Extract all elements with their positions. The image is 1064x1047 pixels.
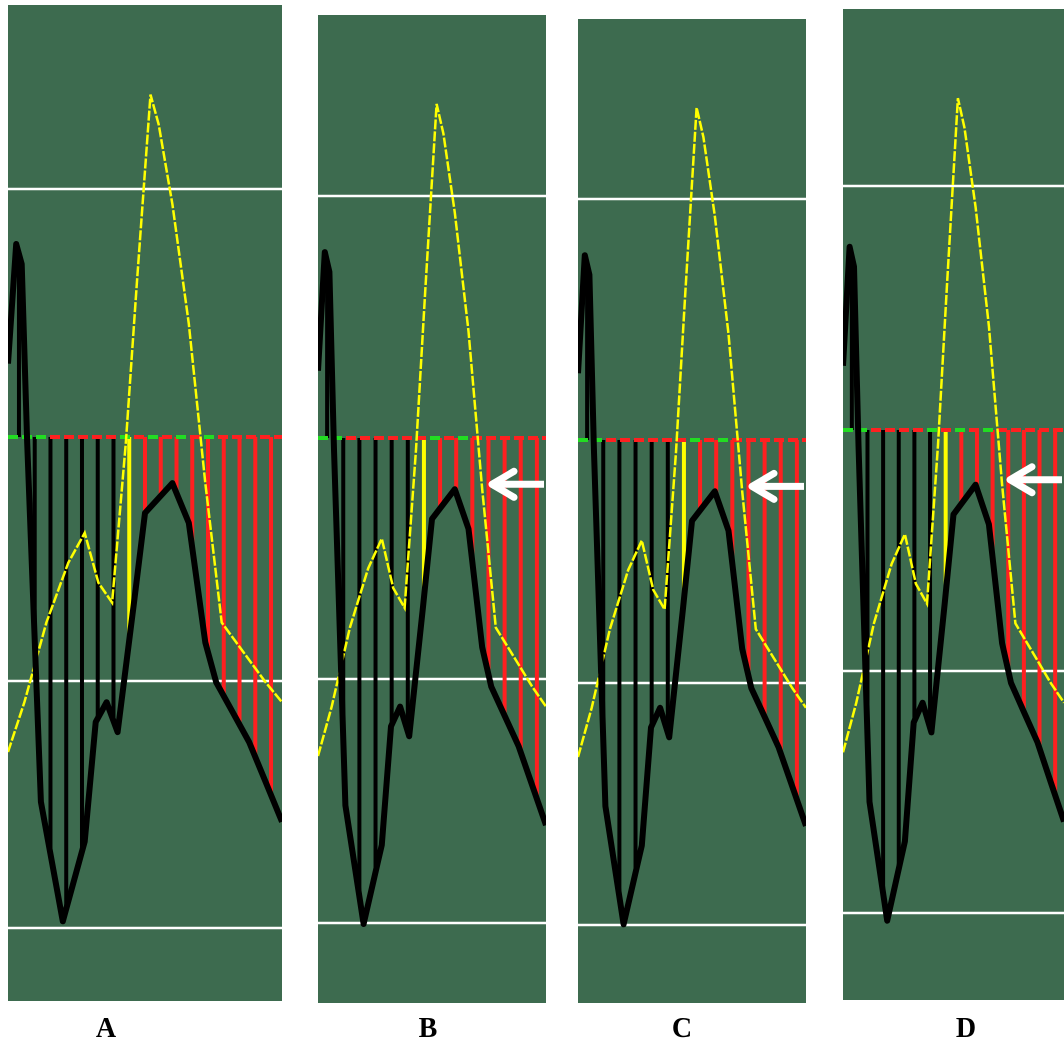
yellow-trace bbox=[843, 97, 1064, 753]
panel-d bbox=[843, 9, 1064, 1000]
black-trace bbox=[843, 243, 1064, 924]
black-trace bbox=[8, 241, 282, 925]
left-arrow-icon bbox=[1006, 463, 1062, 497]
panel-plot-area bbox=[8, 94, 282, 930]
panel-a bbox=[8, 5, 282, 1001]
black-trace bbox=[318, 249, 546, 927]
arrow-head bbox=[1006, 463, 1036, 497]
arrow-head bbox=[488, 467, 518, 501]
yellow-trace bbox=[8, 94, 282, 753]
panel-background bbox=[843, 9, 1064, 1000]
panel-plot-area bbox=[843, 97, 1064, 924]
black-trace bbox=[578, 252, 806, 928]
panel-c bbox=[578, 19, 806, 1003]
panel-label-b: B bbox=[418, 1013, 438, 1044]
panel-plot-area bbox=[318, 103, 546, 927]
panel-label-d: D bbox=[955, 1013, 977, 1044]
yellow-trace bbox=[578, 107, 806, 758]
panel-b bbox=[318, 15, 546, 1003]
arrow-head bbox=[748, 469, 778, 503]
left-arrow-icon bbox=[748, 469, 804, 503]
yellow-trace bbox=[318, 103, 546, 757]
panel-label-c: C bbox=[671, 1013, 693, 1044]
left-arrow-icon bbox=[488, 467, 544, 501]
panel-label-a: A bbox=[95, 1013, 117, 1044]
